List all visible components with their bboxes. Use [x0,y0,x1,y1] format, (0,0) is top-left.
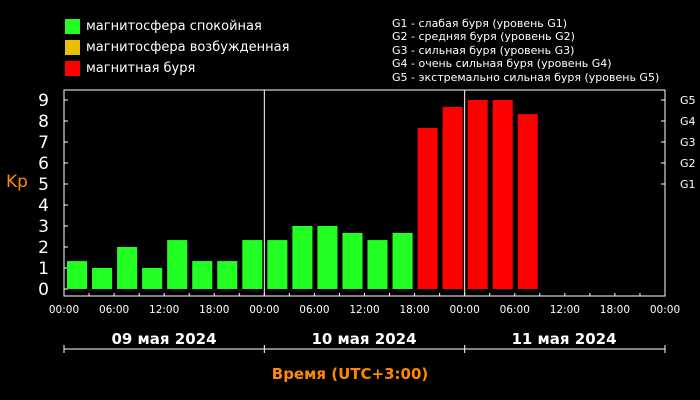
kp-bar [92,268,113,289]
kp-bar [67,261,88,289]
kp-bar [517,114,538,289]
day-label-3: 11 мая 2024 [511,330,617,348]
x-axis-title: Время (UTC+3:00) [271,365,429,383]
x-tick-label: 12:00 [550,304,580,316]
y-tick-label: 8 [38,112,49,132]
right-tick-label: G3 [680,136,696,149]
y-tick-label: 0 [38,280,49,300]
y-tick-label: 4 [38,196,49,216]
x-tick-label: 18:00 [399,304,429,316]
y-tick-label: 3 [38,217,49,237]
x-tick-label: 00:00 [450,304,480,316]
y-tick-label: 7 [38,133,49,153]
legend: магнитосфера спокойная магнитосфера возб… [65,16,289,79]
legend-swatch-active [65,40,80,55]
storm-level-g5: G5 - экстремально сильная буря (уровень … [392,70,660,84]
storm-level-g3: G3 - сильная буря (уровень G3) [392,43,575,57]
x-tick-label: 12:00 [149,304,179,316]
legend-label-storm: магнитная буря [86,61,196,76]
right-tick-label: G2 [680,157,696,170]
legend-item-active: магнитосфера возбужденная [65,37,289,58]
x-tick-label: 06:00 [500,304,530,316]
kp-bar [317,226,338,289]
day-label-2: 10 мая 2024 [311,330,417,348]
kp-bar [417,127,438,290]
kp-bar [117,247,138,289]
y-tick-label: 1 [38,259,49,279]
legend-label-active: магнитосфера возбужденная [86,40,290,55]
kp-bar [467,100,488,289]
y-tick-label: 5 [38,175,49,195]
kp-bar [492,100,513,289]
kp-bar [367,240,388,289]
y-tick-label: 6 [38,154,49,174]
x-tick-label: 06:00 [299,304,329,316]
x-tick-label: 00:00 [49,304,79,316]
storm-level-g1: G1 - слабая буря (уровень G1) [392,17,568,30]
y-tick-label: 2 [38,238,49,258]
kp-bar [142,268,163,289]
legend-swatch-storm [65,61,80,76]
legend-label-quiet: магнитосфера спокойная [86,19,262,34]
y-axis-label: Kp [6,172,28,192]
x-tick-label: 00:00 [650,304,680,316]
storm-level-g4: G4 - очень сильная буря (уровень G4) [392,57,612,71]
x-tick-label: 00:00 [249,304,279,316]
kp-bar [217,261,238,289]
legend-swatch-quiet [65,19,80,34]
storm-levels-legend: G1 - слабая буря (уровень G1) G2 - средн… [392,17,659,84]
right-tick-label: G1 [680,178,696,191]
right-tick-label: G4 [680,115,696,128]
kp-bar [392,232,413,289]
plot-frame [63,89,666,297]
storm-level-g2: G2 - средняя буря (уровень G2) [392,30,575,44]
kp-bar [442,106,463,290]
y-tick-label: 9 [38,91,49,111]
kp-bar [267,240,288,289]
x-tick-label: 06:00 [99,304,129,316]
kp-bar [342,232,363,289]
right-tick-label: G5 [680,94,696,107]
legend-item-quiet: магнитосфера спокойная [65,16,289,37]
x-tick-label: 12:00 [349,304,379,316]
kp-bar [167,240,188,289]
x-tick-label: 18:00 [199,304,229,316]
day-label-1: 09 мая 2024 [111,330,217,348]
kp-bar [242,240,263,289]
legend-item-storm: магнитная буря [65,58,289,79]
kp-bar [292,226,313,289]
kp-bar [192,261,213,289]
x-tick-label: 18:00 [600,304,630,316]
